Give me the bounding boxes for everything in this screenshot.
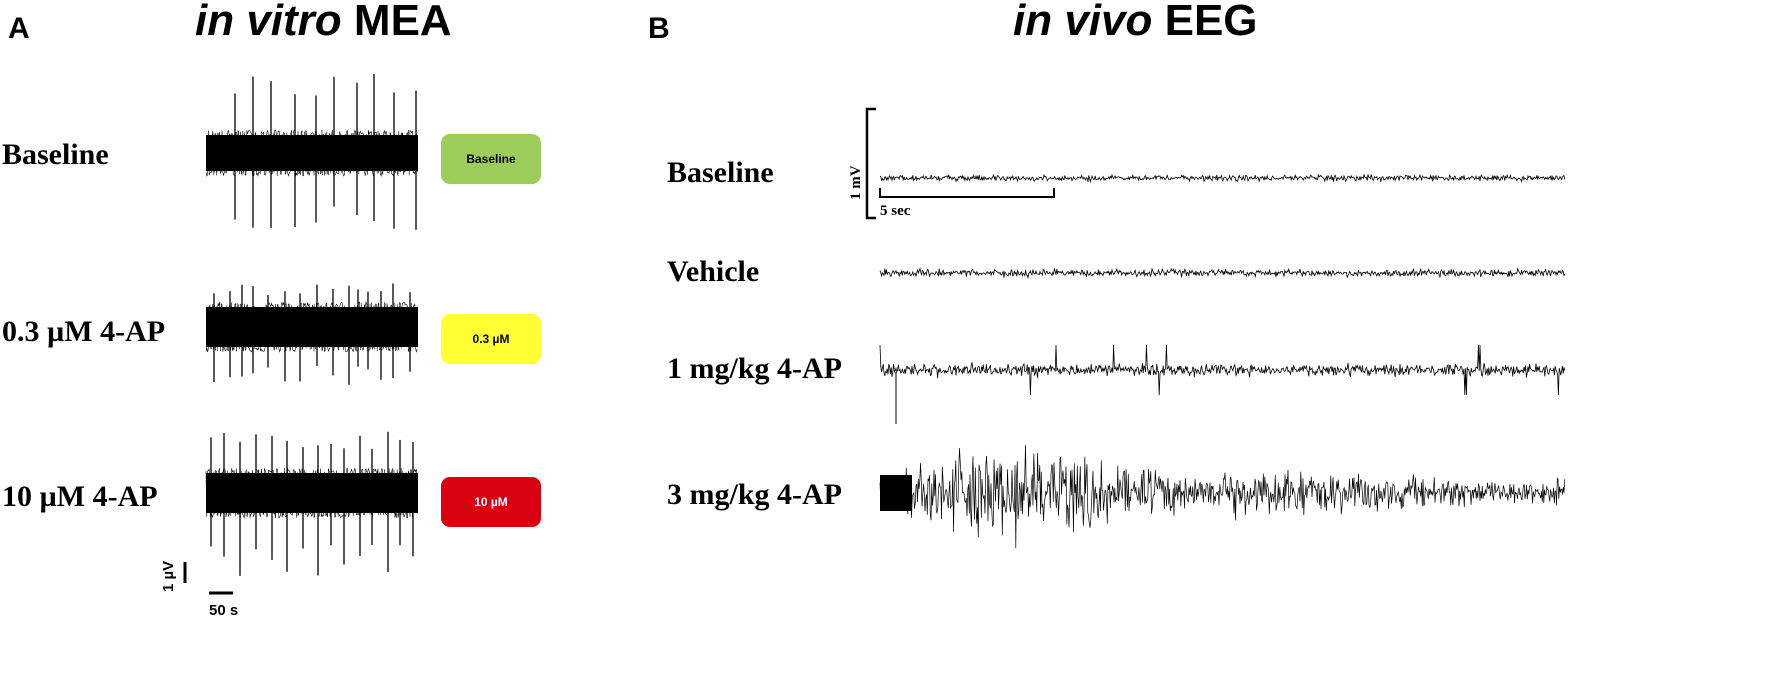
panel-b-letter: B [648,12,670,45]
mea-traces [205,74,418,576]
eeg-scale-x-label: 5 sec [880,203,911,219]
mea-noise-fringe [205,467,418,519]
eeg-scale-bar-horizontal [879,188,1055,198]
mea-noise-fringe [205,301,418,353]
panel-a-letter: A [8,12,30,45]
mea-scale-x-label: 50 s [209,602,239,619]
badge-baseline: Baseline [441,134,541,184]
panel-b-title-italic: in vivo [1013,0,1153,45]
eeg-trace-baseline [879,173,1566,184]
eeg-scale-bar-vertical [865,107,876,220]
eeg-dense-onset [880,475,912,511]
badge-0-3um: 0.3 µM [441,314,541,364]
eeg-row-label-3mgkg: 3 mg/kg 4-AP [667,478,842,511]
panel-b-title-rest: EEG [1152,0,1258,45]
eeg-row-label-vehicle: Vehicle [667,255,760,288]
panel-a-title-rest: MEA [341,0,452,45]
eeg-row-label-baseline: Baseline [667,156,774,189]
eeg-trace-vehicle [879,267,1566,280]
mea-noise-fringe [205,129,418,177]
eeg-trace-3mgkg [879,444,1566,549]
eeg-trace-1mgkg [879,344,1566,396]
eeg-traces [879,173,1566,549]
mea-row-label-0-3um: 0.3 µM 4-AP [2,315,166,348]
panel-b-title: in vivo EEG [1013,0,1258,46]
eeg-row-label-1mgkg: 1 mg/kg 4-AP [667,352,842,385]
mea-row-label-10um: 10 µM 4-AP [2,480,158,513]
badge-10um: 10 µM [441,477,541,527]
mea-row-label-baseline: Baseline [2,138,109,171]
panel-a-title: in vitro MEA [195,0,452,46]
panel-a-title-italic: in vitro [195,0,342,45]
mea-noise-band [206,473,418,513]
